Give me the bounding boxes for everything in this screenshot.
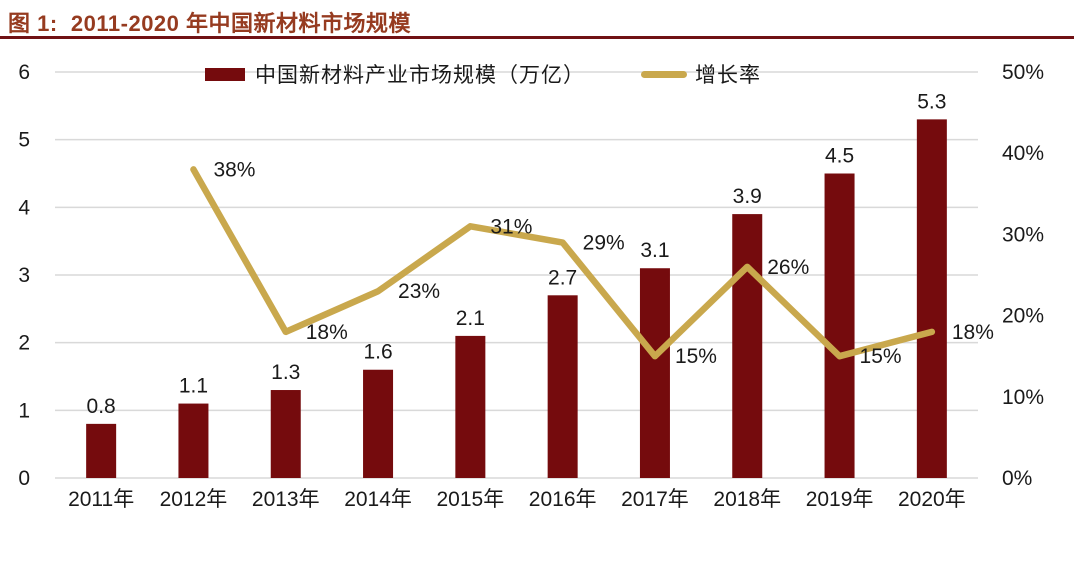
left-axis-tick: 6 [18,61,30,84]
bar [824,173,855,478]
bar [916,119,947,478]
bar [639,268,670,478]
bar-value-label: 1.6 [363,341,392,364]
x-axis-label: 2013年 [252,488,320,511]
right-axis-tick: 40% [1002,142,1044,165]
left-axis-tick: 4 [18,196,30,219]
bar [547,295,578,478]
growth-rate-label: 23% [398,280,440,303]
legend-bar-label: 中国新材料产业市场规模（万亿） [255,63,585,87]
bar-value-label: 2.7 [548,266,577,289]
growth-line [190,166,936,360]
bar [86,423,117,478]
title-underline [0,36,1074,39]
left-axis-tick: 3 [18,264,30,287]
x-axis-label: 2018年 [713,488,781,511]
legend-bar-swatch [205,67,245,81]
x-axis-label: 2012年 [160,488,228,511]
x-axis-label: 2014年 [344,488,412,511]
right-axis-tick: 30% [1002,223,1044,246]
growth-rate-label: 31% [490,215,532,238]
right-axis-tick: 50% [1002,61,1044,84]
chart-legend: 中国新材料产业市场规模（万亿） 增长率 [205,58,761,90]
x-axis-label: 2019年 [806,488,874,511]
left-axis-tick: 5 [18,129,30,152]
chart-area: 中国新材料产业市场规模（万亿） 增长率 0 1 2 3 4 5 6 0% 10% 20% 30% 40… [0,48,1080,567]
legend-line-swatch [641,70,687,78]
growth-rate-label: 26% [767,256,809,279]
growth-rate-label: 15% [860,345,902,368]
bar-value-label: 3.1 [640,239,669,262]
left-axis-tick: 0 [18,467,30,490]
left-axis-tick: 1 [18,399,30,422]
bar-value-label: 1.1 [179,375,208,398]
x-axis-label: 2011年 [68,488,134,511]
right-axis-tick: 0% [1002,467,1032,490]
bar [732,214,763,478]
growth-rate-label: 15% [675,345,717,368]
bar-value-label: 1.3 [271,361,300,384]
x-axis-label: 2020年 [898,488,966,511]
growth-rate-label: 38% [213,158,255,181]
growth-rate-label: 18% [952,321,994,344]
figure-title: 图 1: 2011-2020 年中国新材料市场规模 [8,11,412,36]
bar-value-label: 4.5 [825,145,854,168]
bar [363,369,394,478]
legend-line-label: 增长率 [695,63,761,87]
bar [455,335,486,478]
bar-value-label: 2.1 [456,307,485,330]
x-axis-label: 2017年 [621,488,689,511]
bar [270,390,301,478]
chart-canvas: 0 1 2 3 4 5 6 0% 10% 20% 30% 40% 50% 2011年 2012年 2013年 2… [18,61,1044,511]
growth-rate-label: 18% [306,321,348,344]
right-axis-tick: 10% [1002,386,1044,409]
growth-rate-label: 29% [583,232,625,255]
right-axis-tick: 20% [1002,305,1044,328]
x-axis-label: 2015年 [436,488,504,511]
bar-value-label: 5.3 [917,90,946,113]
bar [178,403,209,478]
x-axis-label: 2016年 [529,488,597,511]
bar-value-label: 0.8 [87,395,116,418]
left-axis-tick: 2 [18,332,30,355]
bar-value-label: 3.9 [733,185,762,208]
